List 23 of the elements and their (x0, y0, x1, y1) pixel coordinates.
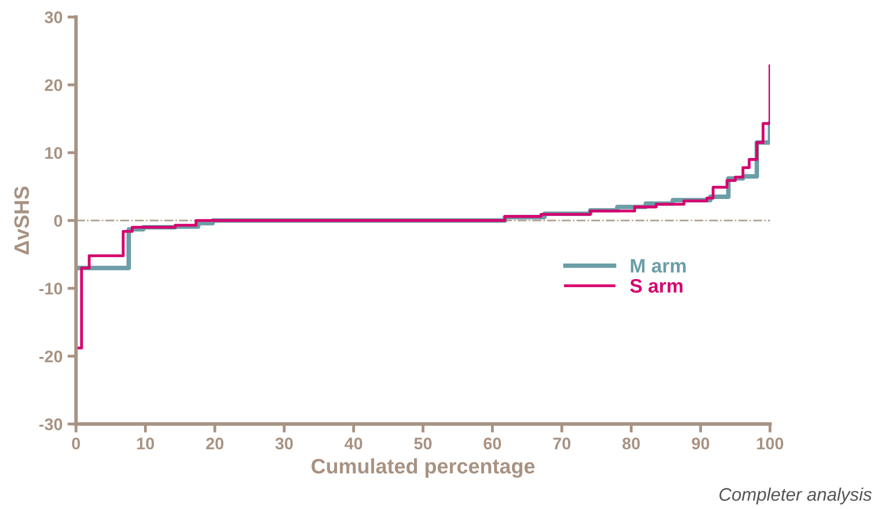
y-tick-label: -20 (39, 350, 62, 362)
x-axis-title: Cumulated percentage (312, 458, 535, 478)
y-tick-label: -10 (39, 282, 62, 295)
x-tick-label: 30 (275, 438, 293, 450)
x-tick-label: 0 (72, 438, 80, 450)
x-tick-label: 60 (484, 438, 501, 450)
y-tick-label: 30 (44, 11, 62, 24)
text: Completer analysis (719, 488, 872, 504)
y-axis-title: ΔvSHS (14, 186, 30, 254)
x-tick-label: 90 (692, 438, 710, 450)
x-tick-label: 10 (137, 438, 154, 450)
x-tick-label: 20 (206, 438, 224, 450)
y-tick-label: -30 (39, 418, 62, 430)
x-tick-label: 50 (414, 438, 432, 450)
x-tick-label: 100 (757, 438, 784, 450)
legend-label: S arm (630, 278, 682, 293)
x-tick-label: 40 (344, 438, 362, 450)
y-tick-label: 20 (44, 79, 62, 92)
x-tick-label: 70 (553, 438, 570, 450)
y-tick-label: 10 (45, 147, 62, 159)
legend-label: M arm (630, 259, 686, 273)
x-tick-label: 80 (622, 438, 640, 450)
y-tick-label: 0 (54, 214, 62, 227)
